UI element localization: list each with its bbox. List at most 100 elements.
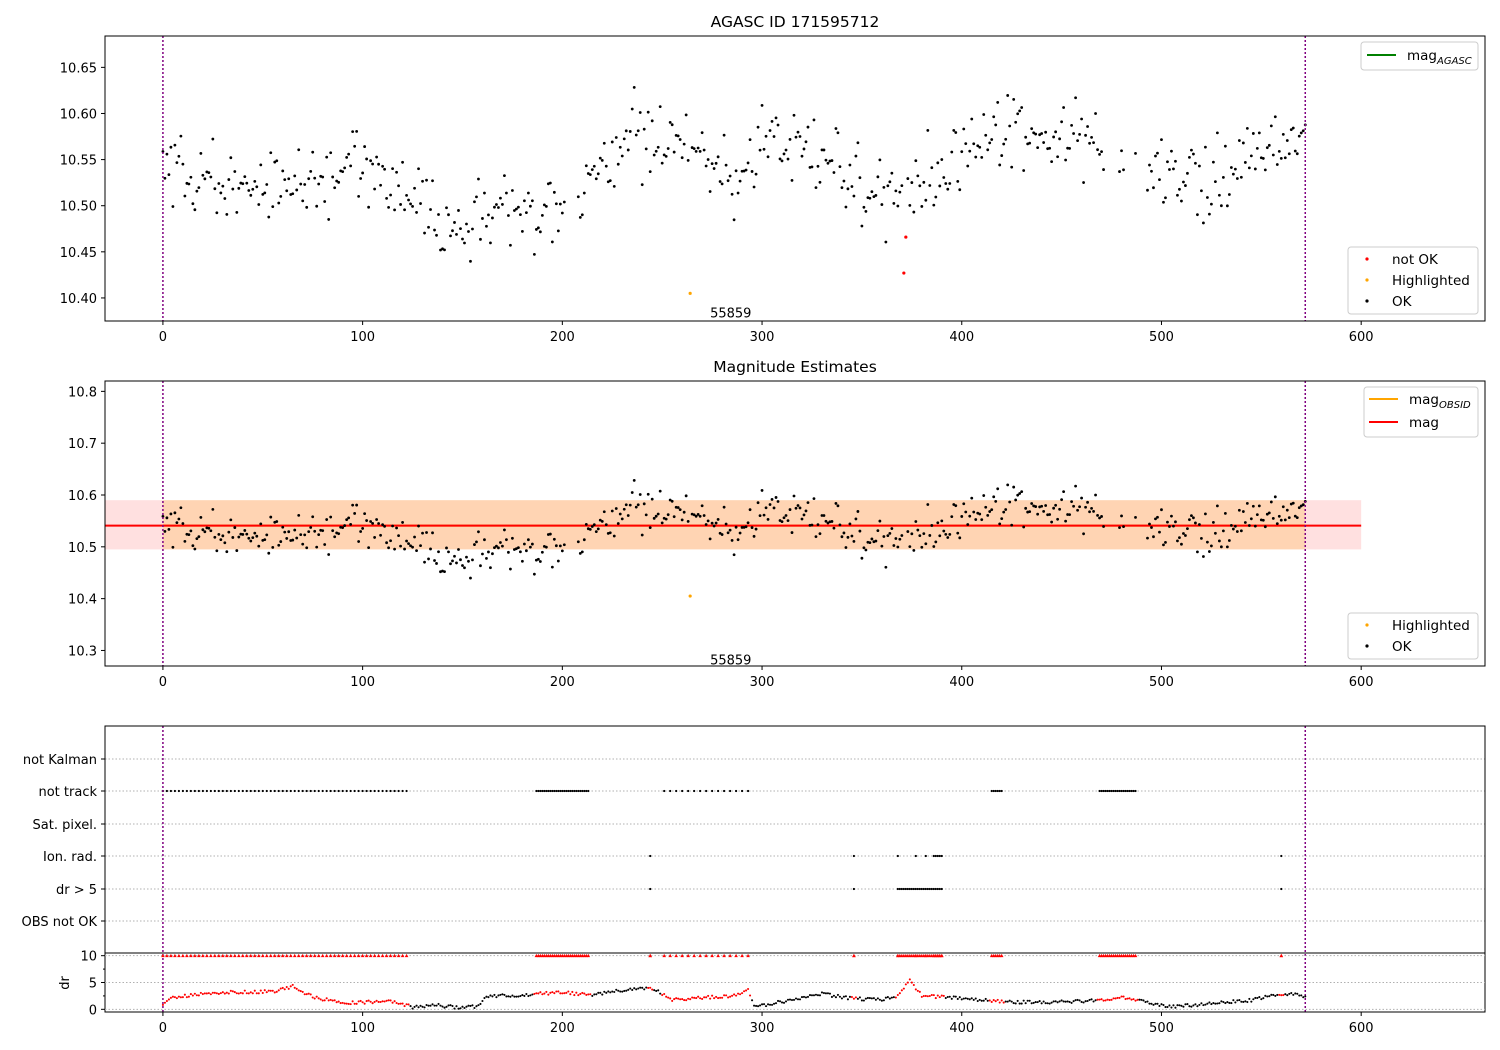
ok-point (704, 523, 708, 526)
flag-point (740, 789, 744, 793)
panel1-legend-lower: not OK Highlighted OK (1347, 246, 1479, 315)
ok-point (602, 141, 606, 145)
flag-point (900, 887, 903, 891)
ok-point (173, 511, 177, 515)
dr-point-flagged (996, 998, 999, 1001)
dr-point-flagged (854, 996, 857, 999)
ok-point (425, 178, 428, 182)
dr-point-flagged (906, 981, 909, 984)
ok-point (748, 138, 752, 142)
ok-point (598, 518, 602, 522)
dr-capped-point (181, 953, 185, 958)
flag-point (1122, 789, 1125, 793)
dr-point-flagged (161, 1003, 164, 1006)
dr-point (878, 998, 881, 1001)
ok-point (393, 208, 396, 212)
dr-point (764, 1005, 768, 1008)
dr-point (1090, 998, 1093, 1001)
ok-point (616, 162, 620, 166)
flag-point (585, 789, 588, 793)
flag-point (717, 789, 720, 793)
ok-point (520, 229, 524, 233)
ok-point (724, 522, 728, 526)
ok-point (668, 498, 672, 502)
ok-point (427, 225, 430, 229)
dr-point-flagged (547, 993, 550, 996)
dr-point-flagged (189, 993, 192, 996)
dr-point-flagged (703, 996, 706, 999)
dr-point (611, 990, 614, 993)
panel-magnitude-estimates: Magnitude Estimates 55859 0 100 200 300 400 5… (68, 358, 1486, 690)
ok-point (934, 540, 938, 544)
ok-point (1283, 518, 1287, 522)
ok-point (1241, 510, 1245, 513)
flag-point (906, 887, 909, 891)
ok-point (820, 148, 824, 152)
dr-point (794, 997, 798, 1000)
ok-point (211, 507, 215, 511)
ok-point (1239, 529, 1243, 533)
ok-point (501, 544, 504, 548)
dr-point-flagged (699, 997, 702, 1000)
dr-point (1304, 995, 1307, 998)
ok-point (964, 510, 968, 514)
flag-point (912, 887, 915, 891)
ok-point (1217, 539, 1221, 543)
dr-point (511, 994, 514, 997)
dr-point-flagged (1118, 996, 1121, 999)
ok-point (1100, 515, 1103, 518)
ok-point (265, 533, 269, 537)
dr-point (1224, 1002, 1227, 1005)
dr-point-flagged (900, 989, 903, 992)
dr-point (1222, 1000, 1225, 1004)
dr-point-flagged (1102, 999, 1105, 1002)
ok-point (770, 119, 774, 123)
dr-point-flagged (934, 997, 937, 1000)
dr-point (469, 1004, 472, 1008)
dr-point (864, 997, 867, 1000)
ok-point (930, 166, 934, 170)
ok-point (469, 259, 472, 263)
ok-point (323, 543, 327, 546)
ok-point (1042, 141, 1046, 144)
ok-point (694, 514, 698, 518)
panel2-frame (104, 380, 1486, 667)
dr-point (1058, 1000, 1061, 1003)
dr-point-flagged (1280, 994, 1283, 997)
ok-point (1251, 504, 1255, 508)
dr-point-flagged (245, 992, 248, 995)
dr-point (629, 987, 632, 990)
dr-point (1292, 993, 1295, 996)
ok-point (578, 551, 582, 555)
dr-point-flagged (737, 992, 740, 995)
panel1-points (161, 86, 1307, 295)
dr-point-flagged (938, 996, 941, 999)
ok-point (926, 503, 930, 506)
ok-point (381, 164, 384, 168)
dr-point (613, 990, 616, 994)
ok-point (191, 202, 195, 206)
ok-point (253, 179, 257, 183)
ok-point (842, 179, 846, 183)
dr-capped-point (728, 953, 732, 958)
dr-point-flagged (335, 1001, 338, 1004)
dr-point-flagged (325, 997, 328, 1000)
ok-point (1277, 149, 1281, 153)
dr-point-flagged (303, 993, 306, 996)
ok-point (481, 552, 484, 556)
ok-point (357, 540, 361, 543)
ok-point (245, 181, 249, 185)
ok-point (1092, 509, 1095, 513)
ok-point (734, 525, 738, 529)
ok-point (718, 531, 722, 535)
dr-point-flagged (237, 992, 240, 995)
dr-capped-point (252, 953, 257, 958)
dr-point (1030, 1002, 1033, 1005)
ok-point (910, 181, 914, 184)
ok-point (425, 531, 428, 534)
dr-point-flagged (163, 1001, 166, 1004)
dr-point-flagged (561, 992, 564, 995)
ok-point (449, 234, 452, 238)
ok-point (994, 123, 998, 127)
ok-point (461, 564, 464, 567)
